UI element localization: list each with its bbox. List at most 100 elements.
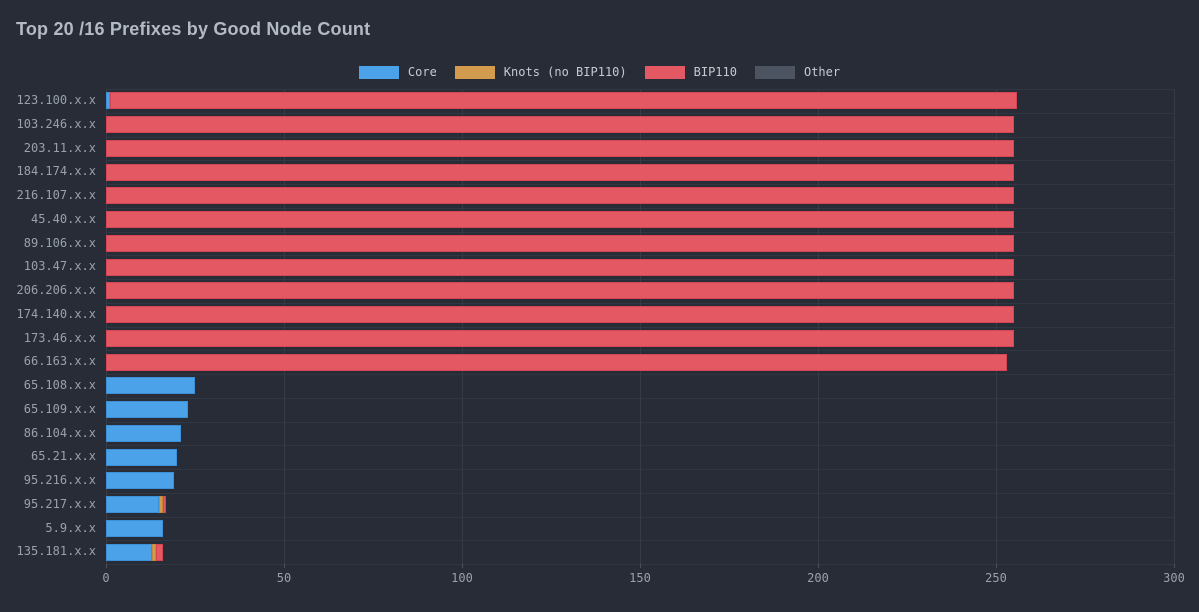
bar-row-206.206.x.x xyxy=(106,279,1174,303)
bar-segment-bip110 xyxy=(106,234,1014,252)
y-axis-label: 45.40.x.x xyxy=(30,211,96,226)
bip110-legend-swatch-icon xyxy=(644,65,685,79)
bar-row-95.217.x.x xyxy=(106,493,1174,517)
y-axis-label: 173.46.x.x xyxy=(23,330,96,345)
y-axis-labels: 123.100.x.x 103.246.x.x 203.11.x.x 184.174.… xyxy=(0,89,96,564)
bar-row-135.181.x.x xyxy=(106,540,1174,564)
vertical-gridline xyxy=(996,89,997,564)
x-axis-tick-mark xyxy=(818,564,819,568)
bar-row-5.9.x.x xyxy=(106,517,1174,541)
bar-segment-core xyxy=(106,424,181,442)
legend-label: Other xyxy=(803,65,841,79)
x-axis-tick-mark xyxy=(996,564,997,568)
bar-segment-bip110 xyxy=(106,187,1014,205)
x-axis-tick-label: 250 xyxy=(985,571,1007,585)
bar-row-65.109.x.x xyxy=(106,398,1174,422)
bar-segment-bip110 xyxy=(106,211,1014,229)
legend-item-bip110[interactable]: BIP110 xyxy=(644,65,737,79)
bar-row-86.104.x.x xyxy=(106,422,1174,446)
vertical-gridline xyxy=(818,89,819,564)
x-axis-tick-label: 0 xyxy=(102,571,110,585)
legend-item-other[interactable]: Other xyxy=(754,65,841,79)
bar-row-95.216.x.x xyxy=(106,469,1174,493)
bar-segment-bip110 xyxy=(106,163,1014,181)
x-axis-tick-label: 300 xyxy=(1163,571,1185,585)
core-legend-swatch-icon xyxy=(358,65,399,79)
legend: Core Knots (no BIP110) BIP110 Other xyxy=(0,65,1199,79)
y-axis-label: 103.47.x.x xyxy=(23,259,96,274)
y-axis-label: 66.163.x.x xyxy=(23,354,96,369)
bar-segment-core xyxy=(106,496,160,514)
bar-row-45.40.x.x xyxy=(106,208,1174,232)
vertical-gridline xyxy=(1174,89,1175,564)
x-axis-tick-mark xyxy=(284,564,285,568)
legend-label: BIP110 xyxy=(693,65,737,79)
other-legend-swatch-icon xyxy=(754,65,795,79)
bar-segment-bip110 xyxy=(106,116,1014,134)
x-axis-tick-mark xyxy=(462,564,463,568)
x-axis-tick-label: 50 xyxy=(276,571,292,585)
bar-chart-plot-area xyxy=(106,89,1175,568)
knots-legend-swatch-icon xyxy=(454,65,495,79)
bar-segment-core xyxy=(106,92,110,110)
y-axis-label: 206.206.x.x xyxy=(16,283,96,297)
y-axis-label: 184.174.x.x xyxy=(16,164,96,179)
bar-segment-core xyxy=(106,377,195,395)
vertical-gridline xyxy=(106,89,107,564)
legend-label: Knots (no BIP110) xyxy=(503,65,627,79)
y-axis-label: 65.21.x.x xyxy=(30,449,96,464)
bar-segment-core xyxy=(106,543,153,561)
bar-row-203.11.x.x xyxy=(106,137,1174,161)
bar-row-174.140.x.x xyxy=(106,303,1174,327)
bar-row-123.100.x.x xyxy=(106,89,1174,113)
y-axis-label: 86.104.x.x xyxy=(23,425,96,440)
bar-segment-core xyxy=(106,401,188,419)
y-axis-label: 95.216.x.x xyxy=(23,473,96,487)
y-axis-label: 103.246.x.x xyxy=(16,116,96,131)
x-axis-tick-mark xyxy=(1174,564,1175,568)
y-axis-label: 123.100.x.x xyxy=(16,93,96,107)
bar-segment-bip110 xyxy=(106,258,1014,276)
vertical-gridline xyxy=(462,89,463,564)
bar-segment-core xyxy=(106,448,178,466)
bar-segment-knots xyxy=(159,496,163,514)
bar-segment-bip110 xyxy=(162,496,167,514)
x-axis-labels: 0 50 100 150 200 250 300 xyxy=(102,571,1184,587)
bar-row-103.47.x.x xyxy=(106,255,1174,279)
y-axis-label: 5.9.x.x xyxy=(45,520,96,535)
y-axis-label: 95.217.x.x xyxy=(23,496,96,511)
x-axis-tick-label: 200 xyxy=(807,571,829,585)
bar-row-66.163.x.x xyxy=(106,350,1174,374)
chart-title: Top 20 /16 Prefixes by Good Node Count xyxy=(16,19,371,39)
y-axis-label: 89.106.x.x xyxy=(23,235,96,250)
vertical-gridline xyxy=(284,89,285,564)
bar-segment-bip110 xyxy=(106,282,1014,300)
y-axis-label: 203.11.x.x xyxy=(23,140,96,155)
bar-segment-bip110 xyxy=(106,306,1014,324)
bar-row-216.107.x.x xyxy=(106,184,1174,208)
bar-segment-bip110 xyxy=(109,92,1018,110)
bar-segment-bip110 xyxy=(106,353,1007,371)
bar-row-65.108.x.x xyxy=(106,374,1174,398)
bar-segment-bip110 xyxy=(106,329,1014,347)
bar-row-184.174.x.x xyxy=(106,160,1174,184)
bar-segment-core xyxy=(106,472,174,490)
vertical-gridline xyxy=(640,89,641,564)
bar-segment-core xyxy=(106,519,163,537)
bar-segment-knots xyxy=(152,543,156,561)
legend-label: Core xyxy=(407,65,437,79)
bar-segment-bip110 xyxy=(106,139,1014,157)
x-axis-tick-label: 150 xyxy=(629,571,651,585)
legend-item-core[interactable]: Core xyxy=(358,65,437,79)
bar-row-103.246.x.x xyxy=(106,113,1174,137)
bar-row-173.46.x.x xyxy=(106,327,1174,351)
y-axis-label: 216.107.x.x xyxy=(16,188,96,202)
legend-item-knots[interactable]: Knots (no BIP110) xyxy=(454,65,627,79)
bar-row-89.106.x.x xyxy=(106,232,1174,256)
y-axis-label: 174.140.x.x xyxy=(16,306,96,321)
y-axis-label: 135.181.x.x xyxy=(16,544,96,559)
x-axis-tick-mark xyxy=(106,564,107,568)
bar-row-65.21.x.x xyxy=(106,445,1174,469)
y-axis-label: 65.108.x.x xyxy=(23,378,96,392)
